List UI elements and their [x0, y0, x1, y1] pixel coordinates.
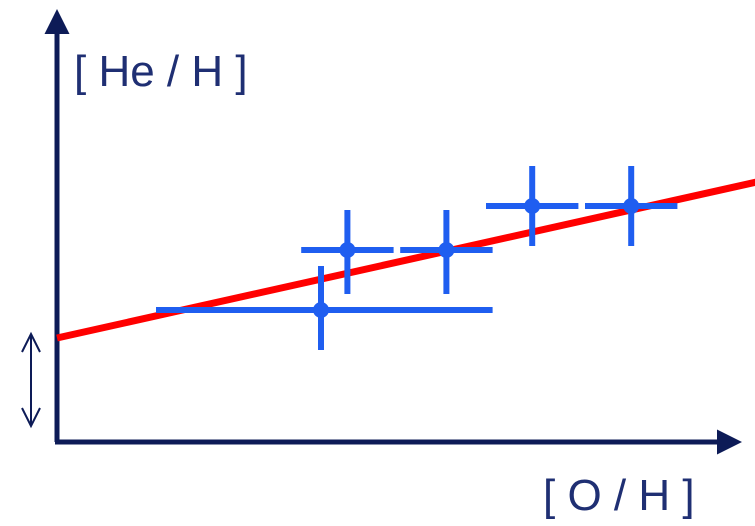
- data-point: [623, 198, 640, 214]
- data-point: [339, 242, 356, 258]
- data-point-group: [585, 166, 678, 246]
- y-axis-label: [ He / H ]: [74, 47, 248, 96]
- data-point-group: [486, 166, 579, 246]
- intercept-arrow-head-bottom: [21, 407, 41, 429]
- data-points: [156, 166, 678, 350]
- data-point-group: [156, 266, 493, 350]
- data-point: [313, 302, 329, 318]
- data-point-group: [400, 210, 493, 294]
- x-axis-label: [ O / H ]: [543, 471, 695, 520]
- data-point: [524, 198, 541, 214]
- data-point: [438, 242, 455, 258]
- intercept-marker: [21, 331, 41, 429]
- data-point-group: [301, 210, 394, 294]
- intercept-arrow-head-top: [21, 331, 41, 353]
